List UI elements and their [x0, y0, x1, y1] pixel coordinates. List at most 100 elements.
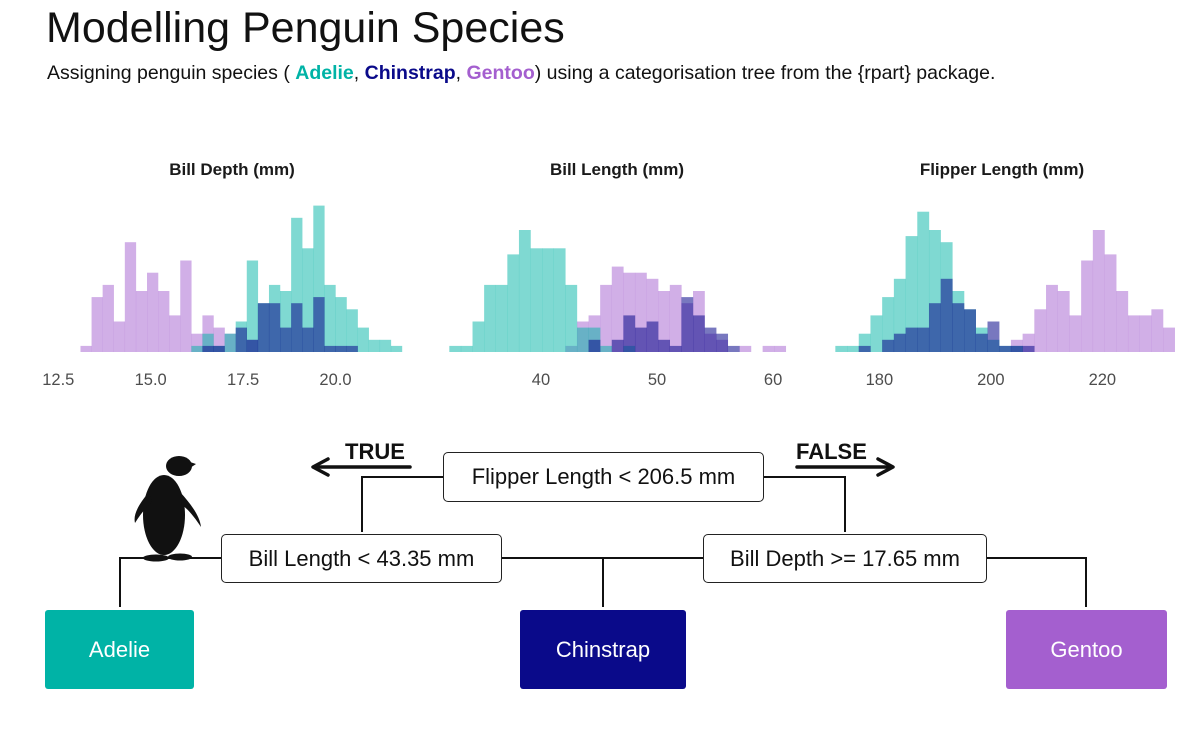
hist-bar-adelie	[893, 278, 906, 352]
panel-title-bill-depth: Bill Depth (mm)	[169, 160, 295, 179]
subtitle-gentoo: Gentoo	[466, 62, 535, 84]
hist-bar-adelie	[346, 309, 358, 352]
hist-bar-gentoo	[1116, 291, 1129, 352]
leaf-adelie: Adelie	[45, 610, 194, 689]
hist-bar-chinstrap	[975, 333, 988, 352]
hist-bar-gentoo	[634, 272, 647, 352]
hist-bar-adelie	[576, 327, 589, 352]
histogram-panels: 12.5 15.0 17.5 20.0 40 50 60 180 200 220	[42, 205, 1175, 389]
hist-bar-adelie	[224, 333, 236, 352]
right-split-node: Bill Depth >= 17.65 mm	[703, 534, 987, 583]
hist-bar-gentoo	[1022, 333, 1035, 352]
hist-bar-chinstrap	[716, 333, 729, 352]
hist-bar-gentoo	[658, 291, 670, 352]
hist-bar-adelie	[280, 291, 292, 352]
hist-bar-gentoo	[739, 345, 752, 352]
hist-bar-gentoo	[135, 291, 148, 352]
hist-bar-adelie	[917, 211, 930, 352]
connector-right-gentoo	[987, 557, 1087, 607]
hist-bar-gentoo	[158, 291, 170, 352]
hist-bar-chinstrap	[928, 303, 941, 352]
connector-left-adelie	[119, 557, 221, 607]
hist-bar-chinstrap	[858, 345, 871, 352]
hist-bar-gentoo	[124, 242, 137, 352]
x-tick-label: 15.0	[135, 371, 167, 389]
hist-bar-gentoo	[1104, 254, 1117, 352]
hist-bar-chinstrap	[588, 339, 601, 352]
x-tick-label: 40	[532, 371, 550, 389]
hist-bar-chinstrap	[268, 303, 281, 352]
hist-bar-gentoo	[774, 345, 787, 352]
true-arrow	[311, 457, 412, 477]
hist-bar-gentoo	[91, 297, 103, 352]
hist-bar-chinstrap	[1010, 345, 1023, 352]
x-tick-label: 12.5	[42, 371, 74, 389]
hist-bar-chinstrap	[669, 345, 682, 352]
hist-bar-adelie	[291, 217, 303, 352]
hist-bar-adelie	[870, 315, 883, 352]
hist-bar-chinstrap	[727, 345, 740, 352]
hist-bar-adelie	[357, 327, 369, 352]
hist-bar-adelie	[484, 284, 496, 352]
hist-bar-chinstrap	[623, 315, 636, 352]
hist-bar-gentoo	[611, 266, 624, 352]
hist-bar-chinstrap	[952, 303, 965, 352]
hist-bar-adelie	[530, 248, 543, 352]
hist-bar-gentoo	[1057, 291, 1070, 352]
hist-bar-gentoo	[213, 327, 225, 352]
hist-bar-chinstrap	[257, 303, 270, 352]
hist-bar-adelie	[460, 345, 473, 352]
panel-title-flipper-length: Flipper Length (mm)	[919, 160, 1085, 179]
subtitle: Assigning penguin species ( Adelie, Chin…	[47, 62, 995, 85]
hist-bar-chinstrap	[940, 278, 953, 352]
hist-bar-gentoo	[669, 284, 682, 352]
hist-bar-gentoo	[1034, 309, 1047, 352]
hist-bar-chinstrap	[235, 327, 247, 352]
x-tick-label: 180	[866, 371, 894, 389]
hist-bar-adelie	[202, 333, 214, 352]
connector-root-right	[762, 476, 846, 532]
hist-bar-gentoo	[147, 272, 159, 352]
hist-bar-chinstrap	[882, 339, 895, 352]
hist-bar-gentoo	[1127, 315, 1140, 352]
hist-bar-gentoo	[180, 260, 192, 352]
x-tick-label: 17.5	[227, 371, 259, 389]
hist-bar-chinstrap	[302, 327, 314, 352]
hist-bar-adelie	[390, 345, 403, 352]
hist-bar-chinstrap	[313, 297, 325, 352]
hist-bar-adelie	[518, 230, 531, 352]
hist-bar-adelie	[449, 345, 462, 352]
hist-bar-adelie	[905, 236, 918, 352]
hist-bar-chinstrap	[893, 333, 906, 352]
hist-bar-gentoo	[102, 284, 114, 352]
hist-bar-chinstrap	[280, 327, 292, 352]
subtitle-prefix: Assigning penguin species (	[47, 62, 296, 84]
hist-bar-gentoo	[762, 345, 775, 352]
x-tick-label: 50	[648, 371, 666, 389]
hist-bar-gentoo	[191, 333, 203, 352]
hist-bar-gentoo	[1163, 327, 1175, 352]
hist-bar-chinstrap	[213, 345, 225, 352]
subtitle-sep-1: ,	[353, 62, 365, 84]
root-split-node: Flipper Length < 206.5 mm	[443, 452, 764, 502]
hist-bar-adelie	[335, 297, 347, 352]
hist-bar-chinstrap	[202, 345, 214, 352]
connector-root-left	[361, 476, 444, 532]
hist-bar-gentoo	[1092, 230, 1105, 352]
hist-bar-adelie	[246, 260, 259, 352]
hist-bar-gentoo	[1081, 260, 1094, 352]
hist-bar-adelie	[553, 248, 566, 352]
hist-bar-adelie	[928, 230, 941, 352]
false-label: FALSE	[796, 439, 867, 464]
hist-bar-adelie	[368, 339, 381, 352]
hist-bar-adelie	[565, 284, 578, 352]
hist-bar-gentoo	[113, 321, 126, 352]
hist-bar-chinstrap	[987, 321, 1000, 352]
hist-bar-chinstrap	[964, 309, 976, 352]
hist-bar-adelie	[882, 297, 895, 352]
histogram-flipper-length-mm: 180 200 220	[835, 211, 1175, 389]
hist-bar-gentoo	[646, 278, 659, 352]
leaf-gentoo: Gentoo	[1006, 610, 1167, 689]
hist-bar-adelie	[302, 248, 314, 352]
hist-bar-chinstrap	[611, 339, 624, 352]
